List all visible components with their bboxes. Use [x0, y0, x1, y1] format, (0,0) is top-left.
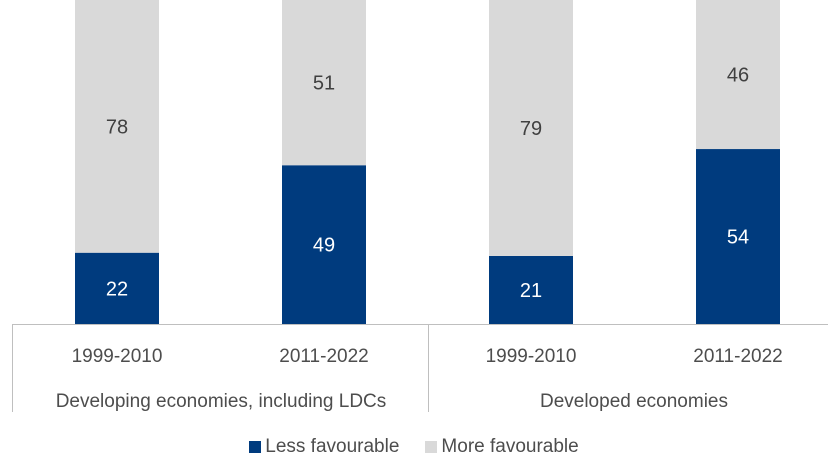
legend-label-less-favourable: Less favourable	[265, 436, 400, 457]
legend-item-more-favourable: More favourable	[425, 436, 579, 458]
bar-less-favourable-4	[696, 149, 780, 324]
bar-more-favourable-1	[75, 0, 159, 253]
data-label-more-favourable-3: 79	[520, 118, 542, 140]
legend: Less favourable More favourable	[0, 436, 828, 458]
legend-label-more-favourable: More favourable	[441, 436, 579, 457]
data-label-less-favourable-1: 22	[106, 278, 128, 300]
data-label-more-favourable-4: 46	[727, 65, 749, 87]
bar-less-favourable-2	[282, 165, 366, 324]
bar-less-favourable-1	[75, 252, 159, 324]
x-tick-label-3: 1999-2010	[486, 346, 577, 367]
legend-item-less-favourable: Less favourable	[249, 436, 399, 458]
data-label-less-favourable-4: 54	[727, 227, 749, 249]
x-tick-label-4: 2011-2022	[693, 346, 782, 367]
group-label-2: Developed economies	[540, 391, 728, 412]
bars-layer	[75, 0, 780, 324]
stacked-bar-chart: 22 78 1999-2010 49 51 2011-2022 21 79 1999-2010 5…	[12, 0, 828, 412]
x-tick-label-2: 2011-2022	[279, 346, 368, 367]
data-label-less-favourable-2: 49	[313, 235, 335, 257]
legend-swatch-more-favourable	[425, 441, 438, 453]
bar-more-favourable-4	[696, 0, 780, 150]
data-label-more-favourable-1: 78	[106, 116, 128, 138]
axis-layer	[12, 324, 828, 412]
group-label-1: Developing economies, including LDCs	[56, 391, 387, 412]
bar-more-favourable-2	[282, 0, 366, 166]
legend-swatch-less-favourable	[249, 441, 262, 453]
labels-layer: 22 78 1999-2010 49 51 2011-2022 21 79 1999-2010 5…	[56, 65, 783, 412]
x-tick-label-1: 1999-2010	[72, 346, 163, 367]
data-label-less-favourable-3: 21	[520, 280, 542, 302]
bar-more-favourable-3	[489, 0, 573, 256]
bar-less-favourable-3	[489, 255, 573, 324]
data-label-more-favourable-2: 51	[313, 73, 335, 95]
